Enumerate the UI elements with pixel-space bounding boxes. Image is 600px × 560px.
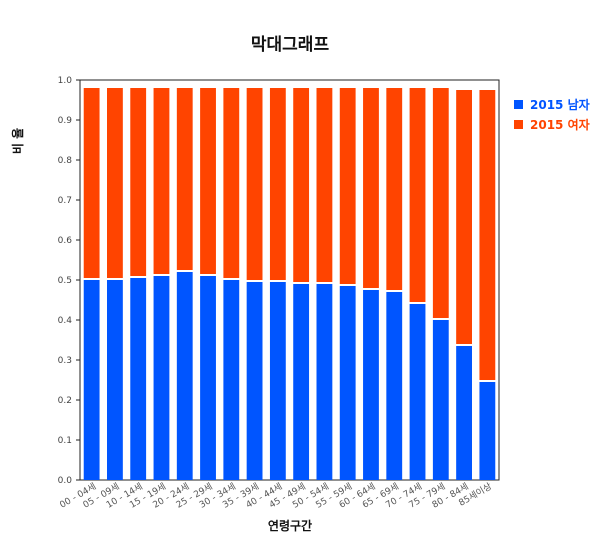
legend-swatch bbox=[514, 100, 523, 109]
bar-male bbox=[432, 320, 449, 480]
bar-male bbox=[339, 286, 356, 480]
bar-male bbox=[479, 382, 496, 480]
bar-male bbox=[316, 284, 333, 480]
y-tick-label: 0.3 bbox=[58, 356, 72, 366]
bar-male bbox=[269, 282, 286, 480]
bar-female bbox=[107, 88, 123, 278]
y-tick-label: 0.1 bbox=[58, 436, 72, 446]
legend: 2015 남자 2015 여자 bbox=[514, 97, 590, 132]
bar-male bbox=[246, 282, 263, 480]
bar-male bbox=[107, 280, 123, 480]
bar-female bbox=[223, 88, 240, 278]
bar-female bbox=[176, 88, 193, 270]
bar-female bbox=[409, 88, 426, 302]
bar-female bbox=[363, 88, 379, 288]
bar-female bbox=[316, 88, 333, 282]
legend-swatch bbox=[514, 120, 523, 129]
bar-female bbox=[293, 88, 310, 282]
y-tick-label: 0.7 bbox=[58, 196, 72, 206]
bar-female bbox=[130, 88, 147, 276]
y-tick-label: 0.8 bbox=[58, 156, 73, 166]
bar-male bbox=[386, 292, 403, 480]
bar-female bbox=[83, 88, 100, 278]
legend-label: 2015 여자 bbox=[530, 117, 590, 132]
bar-female bbox=[269, 88, 286, 280]
bar-female bbox=[386, 88, 403, 290]
y-tick-label: 0.6 bbox=[58, 236, 73, 246]
y-tick-label: 0.2 bbox=[58, 396, 72, 406]
y-tick-label: 1.0 bbox=[58, 76, 73, 86]
bar-male bbox=[83, 280, 100, 480]
plot-area: 0.00.10.20.30.40.50.60.70.80.91.000 - 04… bbox=[58, 76, 500, 511]
bar-male bbox=[363, 290, 379, 480]
bar-male bbox=[153, 276, 170, 480]
bar-female bbox=[153, 88, 170, 274]
y-tick-label: 0.0 bbox=[58, 476, 73, 486]
y-axis-label: 비 율 bbox=[10, 128, 25, 154]
bar-male bbox=[176, 272, 193, 480]
bar-male bbox=[293, 284, 310, 480]
chart-title: 막대그래프 bbox=[251, 35, 330, 55]
bar-female bbox=[479, 90, 496, 380]
bar-male bbox=[409, 304, 426, 480]
bar-female bbox=[456, 90, 472, 344]
bar-female bbox=[339, 88, 356, 284]
y-tick-label: 0.9 bbox=[58, 116, 73, 126]
bar-female bbox=[432, 88, 449, 318]
bar-female bbox=[246, 88, 263, 280]
bar-male bbox=[200, 276, 216, 480]
bar-male bbox=[130, 278, 147, 480]
bar-male bbox=[223, 280, 240, 480]
bar-male bbox=[456, 346, 472, 480]
x-axis-label: 연령구간 bbox=[268, 518, 312, 533]
y-tick-label: 0.5 bbox=[58, 276, 72, 286]
bar-female bbox=[200, 88, 216, 274]
y-tick-label: 0.4 bbox=[58, 316, 73, 326]
legend-label: 2015 남자 bbox=[530, 97, 590, 112]
